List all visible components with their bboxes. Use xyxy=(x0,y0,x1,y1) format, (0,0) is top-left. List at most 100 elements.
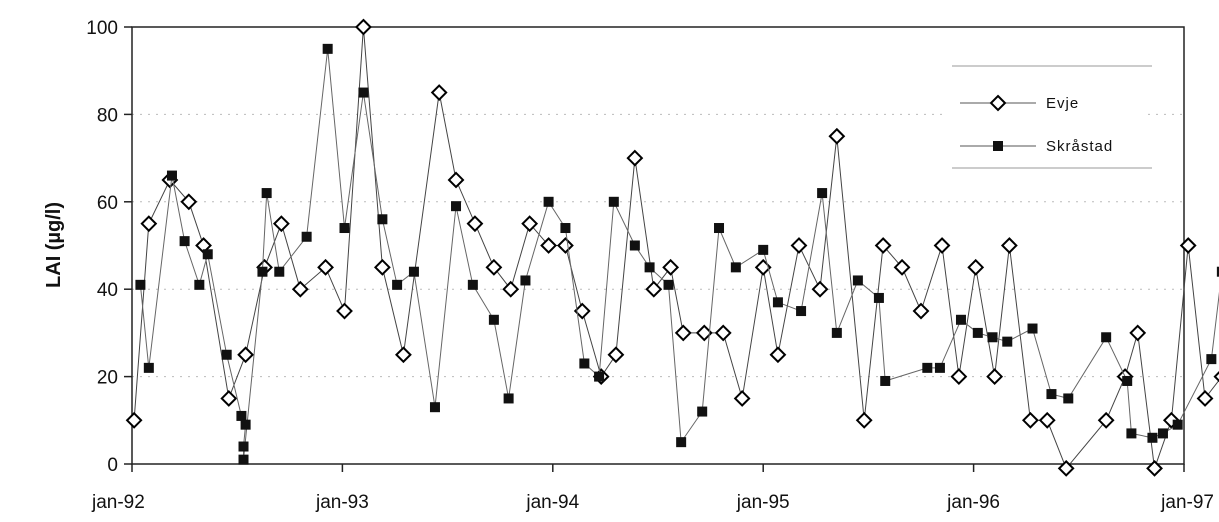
y-tick-label: 100 xyxy=(86,18,118,39)
data-point xyxy=(629,240,640,251)
data-point xyxy=(607,346,625,364)
data-point xyxy=(125,411,143,429)
legend-item-skrastad: Skråstad xyxy=(960,138,1113,155)
data-point xyxy=(955,314,966,325)
data-point xyxy=(355,18,372,36)
data-point xyxy=(1157,428,1168,439)
x-tick-label: jan-92 xyxy=(91,492,145,513)
data-point xyxy=(143,362,154,373)
data-point xyxy=(950,368,968,386)
data-point xyxy=(520,275,531,286)
data-point xyxy=(714,324,732,342)
data-point xyxy=(831,327,842,338)
data-point xyxy=(257,266,268,277)
data-point xyxy=(140,215,158,233)
data-point xyxy=(485,258,503,276)
data-point xyxy=(135,279,146,290)
data-point xyxy=(594,371,605,382)
x-tick-label: jan-94 xyxy=(525,492,579,513)
data-point xyxy=(662,258,680,276)
legend-skrastad-marker xyxy=(993,141,1003,151)
data-point xyxy=(1129,324,1147,342)
legend-evje-label: Evje xyxy=(1046,95,1079,112)
data-point xyxy=(238,454,249,465)
data-point xyxy=(1027,323,1038,334)
data-point xyxy=(339,223,350,234)
data-point xyxy=(392,279,403,290)
data-point xyxy=(1179,237,1197,254)
data-point xyxy=(967,258,985,276)
data-point xyxy=(261,188,272,199)
data-point xyxy=(676,437,687,448)
data-point xyxy=(238,441,249,452)
data-point xyxy=(644,262,655,273)
data-point xyxy=(236,410,247,421)
data-point xyxy=(855,411,873,429)
data-point xyxy=(730,262,741,273)
data-point xyxy=(1146,459,1163,477)
x-tick-label: jan-95 xyxy=(736,492,790,513)
data-point xyxy=(180,193,198,211)
x-axis: jan-92 jan-93 jan-94 jan-95 jan-96 jan-97 xyxy=(91,464,1214,513)
data-point xyxy=(874,237,892,254)
data-point xyxy=(301,231,312,242)
data-point xyxy=(1000,237,1018,254)
data-point xyxy=(1057,459,1075,477)
x-tick-label: jan-93 xyxy=(315,492,369,513)
data-point xyxy=(557,237,574,254)
data-point xyxy=(358,87,369,98)
y-axis-title: LAI (µg/l) xyxy=(43,202,65,288)
data-point xyxy=(608,196,619,207)
data-point xyxy=(573,302,591,320)
legend-skrastad-label: Skråstad xyxy=(1046,138,1113,155)
data-point xyxy=(240,419,251,430)
data-point xyxy=(467,279,478,290)
data-point xyxy=(540,237,558,254)
x-tick-label: jan-97 xyxy=(1160,492,1214,513)
legend-evje-marker xyxy=(989,94,1007,112)
data-point xyxy=(1002,336,1013,347)
data-point xyxy=(852,275,863,286)
data-point xyxy=(1147,432,1158,443)
data-point xyxy=(912,302,930,320)
data-point xyxy=(880,375,891,386)
data-point xyxy=(972,327,983,338)
data-point xyxy=(1122,375,1133,386)
data-point xyxy=(893,258,911,276)
data-point xyxy=(674,324,692,342)
data-point xyxy=(695,324,713,342)
data-point xyxy=(1046,389,1057,400)
data-point xyxy=(772,297,783,308)
series-layer xyxy=(125,18,1219,477)
data-point xyxy=(221,349,232,360)
data-point xyxy=(645,280,663,298)
data-point xyxy=(986,368,1004,386)
data-point xyxy=(503,393,514,404)
data-point xyxy=(543,196,554,207)
legend-box xyxy=(948,64,1148,170)
data-point xyxy=(317,258,334,276)
data-point xyxy=(922,362,933,373)
data-point xyxy=(1038,411,1056,429)
data-point xyxy=(796,306,807,317)
data-point xyxy=(429,402,440,413)
data-point xyxy=(322,43,333,54)
data-point xyxy=(1126,428,1137,439)
data-point xyxy=(714,223,725,234)
data-point xyxy=(291,280,309,298)
data-point xyxy=(447,171,465,189)
data-point xyxy=(697,406,708,417)
data-point xyxy=(377,214,388,225)
x-tick-label: jan-96 xyxy=(946,492,1000,513)
data-point xyxy=(1021,411,1039,429)
data-point xyxy=(430,84,448,101)
data-point xyxy=(194,279,205,290)
data-point xyxy=(1097,411,1115,429)
data-point xyxy=(1213,371,1219,383)
data-point xyxy=(733,390,751,407)
data-point xyxy=(220,390,238,407)
data-point xyxy=(769,346,787,364)
data-point xyxy=(274,266,285,277)
data-point xyxy=(488,314,499,325)
